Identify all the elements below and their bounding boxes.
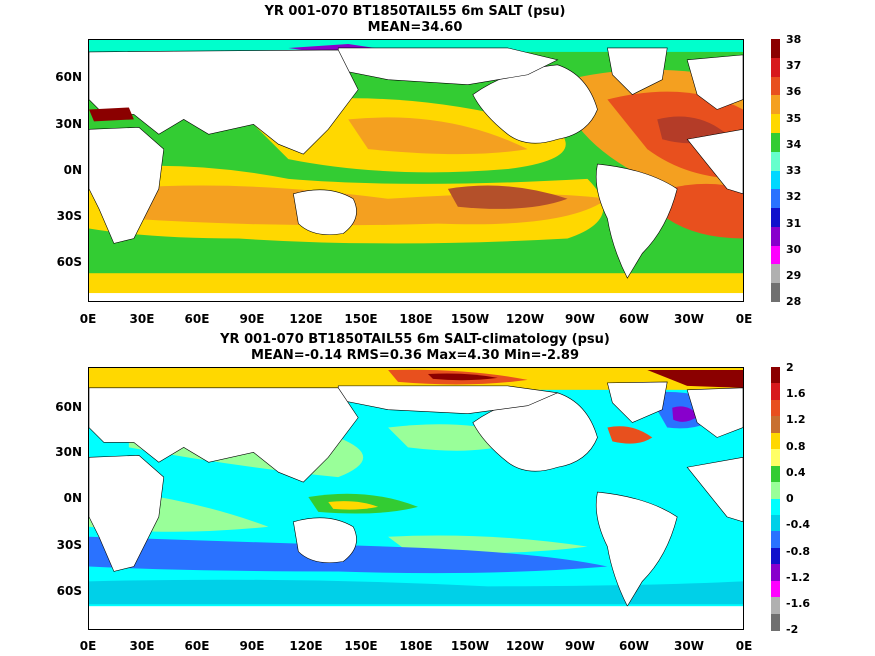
top-title-line2: MEAN=34.60 (367, 20, 463, 35)
bottom-colorbar-tick: -2 (786, 623, 799, 636)
colorbar-segment (771, 226, 780, 247)
colorbar-segment (771, 597, 780, 615)
colorbar-segment (771, 57, 780, 78)
top-lon-label: 30W (674, 312, 704, 326)
top-colorbar-tick: 30 (786, 243, 802, 256)
top-lon-label: 120E (289, 312, 323, 326)
top-lon-label: 120W (505, 312, 545, 326)
top-colorbar-tick: 31 (786, 217, 802, 230)
top-lon-label: 30E (129, 312, 155, 326)
colorbar-segment (771, 132, 780, 153)
bottom-lat-label-30n: 30N (55, 445, 82, 459)
colorbar-segment (771, 245, 780, 265)
bottom-lon-label: 30W (674, 639, 704, 653)
top-colorbar-tick: 29 (786, 269, 802, 282)
colorbar-segment (771, 482, 780, 499)
top-lon-label: 60W (619, 312, 649, 326)
colorbar-segment (771, 283, 780, 303)
top-colorbar-tick: 36 (786, 85, 802, 98)
bottom-colorbar-tick: 0.4 (786, 466, 806, 479)
top-lon-label: 150E (344, 312, 378, 326)
top-colorbar-tick: 32 (786, 190, 802, 203)
colorbar-segment (771, 170, 780, 190)
bottom-lon-label: 120E (289, 639, 323, 653)
bottom-colorbar-tick: -1.2 (786, 571, 811, 584)
top-colorbar-tick: 28 (786, 295, 802, 308)
colorbar-segment (771, 383, 780, 401)
colorbar-segment (771, 547, 780, 565)
top-lon-label: 0E (735, 312, 753, 326)
bottom-colorbar-tick: -0.8 (786, 545, 811, 558)
bottom-salinity-anomaly-map (88, 367, 744, 630)
colorbar-segment (771, 151, 780, 171)
bottom-colorbar (771, 367, 780, 631)
bottom-lon-label: 90W (565, 639, 595, 653)
top-lon-label: 150W (450, 312, 490, 326)
bottom-lat-label-60s: 60S (56, 584, 82, 598)
bottom-colorbar-tick: 0 (786, 492, 794, 505)
top-colorbar-tick: 33 (786, 164, 802, 177)
bottom-colorbar-tick: -1.6 (786, 597, 811, 610)
bottom-lon-label: 60E (184, 639, 210, 653)
top-lon-label: 60E (184, 312, 210, 326)
bottom-lat-label-0n: 0N (63, 491, 82, 505)
colorbar-segment (771, 264, 780, 284)
top-lat-label-60n: 60N (55, 70, 82, 84)
top-lat-label-30n: 30N (55, 117, 82, 131)
colorbar-segment (771, 449, 780, 467)
bottom-lon-label: 30E (129, 639, 155, 653)
bottom-lon-label: 0E (79, 639, 97, 653)
top-title-line1: YR 001-070 BT1850TAIL55 6m SALT (psu) (264, 4, 566, 19)
top-colorbar-tick: 34 (786, 138, 802, 151)
colorbar-segment (771, 465, 780, 483)
top-lat-label-0n: 0N (63, 163, 82, 177)
top-salinity-map (88, 39, 744, 302)
bottom-map-graphic (89, 368, 743, 629)
bottom-lon-label: 180E (399, 639, 433, 653)
bottom-lon-label: 150E (344, 639, 378, 653)
colorbar-segment (771, 564, 780, 582)
top-map-graphic (89, 40, 743, 301)
colorbar-segment (771, 114, 780, 134)
bottom-lon-label: 90E (239, 639, 265, 653)
bottom-lon-label: 60W (619, 639, 649, 653)
colorbar-segment (771, 514, 780, 532)
top-lon-label: 90W (565, 312, 595, 326)
top-colorbar-tick: 37 (786, 59, 802, 72)
bottom-colorbar-tick: -0.4 (786, 518, 811, 531)
bottom-colorbar-tick: 2 (786, 361, 794, 374)
colorbar-segment (771, 580, 780, 598)
bottom-colorbar-tick: 1.2 (786, 413, 806, 426)
colorbar-segment (771, 531, 780, 549)
top-lon-label: 90E (239, 312, 265, 326)
bottom-title-line2: MEAN=-0.14 RMS=0.36 Max=4.30 Min=-2.89 (250, 348, 580, 363)
colorbar-segment (771, 95, 780, 115)
top-colorbar-tick: 35 (786, 112, 802, 125)
bottom-lon-label: 150W (450, 639, 490, 653)
top-lat-label-30s: 30S (56, 209, 82, 223)
top-colorbar-tick: 38 (786, 33, 802, 46)
colorbar-segment (771, 613, 780, 631)
colorbar-segment (771, 399, 780, 417)
bottom-title-line1: YR 001-070 BT1850TAIL55 6m SALT-climatol… (220, 332, 610, 347)
colorbar-segment (771, 39, 780, 59)
colorbar-segment (771, 498, 780, 516)
colorbar-segment (771, 432, 780, 450)
top-lat-label-60s: 60S (56, 255, 82, 269)
colorbar-segment (771, 76, 780, 96)
bottom-colorbar-tick: 0.8 (786, 440, 806, 453)
colorbar-segment (771, 416, 780, 434)
top-lon-label: 180E (399, 312, 433, 326)
bottom-lat-label-60n: 60N (55, 400, 82, 414)
bottom-colorbar-tick: 1.6 (786, 387, 806, 400)
bottom-lon-label: 120W (505, 639, 545, 653)
bottom-lon-label: 0E (735, 639, 753, 653)
colorbar-segment (771, 189, 780, 209)
bottom-lat-label-30s: 30S (56, 538, 82, 552)
top-lon-label: 0E (79, 312, 97, 326)
top-colorbar (771, 39, 780, 303)
colorbar-segment (771, 208, 780, 228)
colorbar-segment (771, 367, 780, 384)
